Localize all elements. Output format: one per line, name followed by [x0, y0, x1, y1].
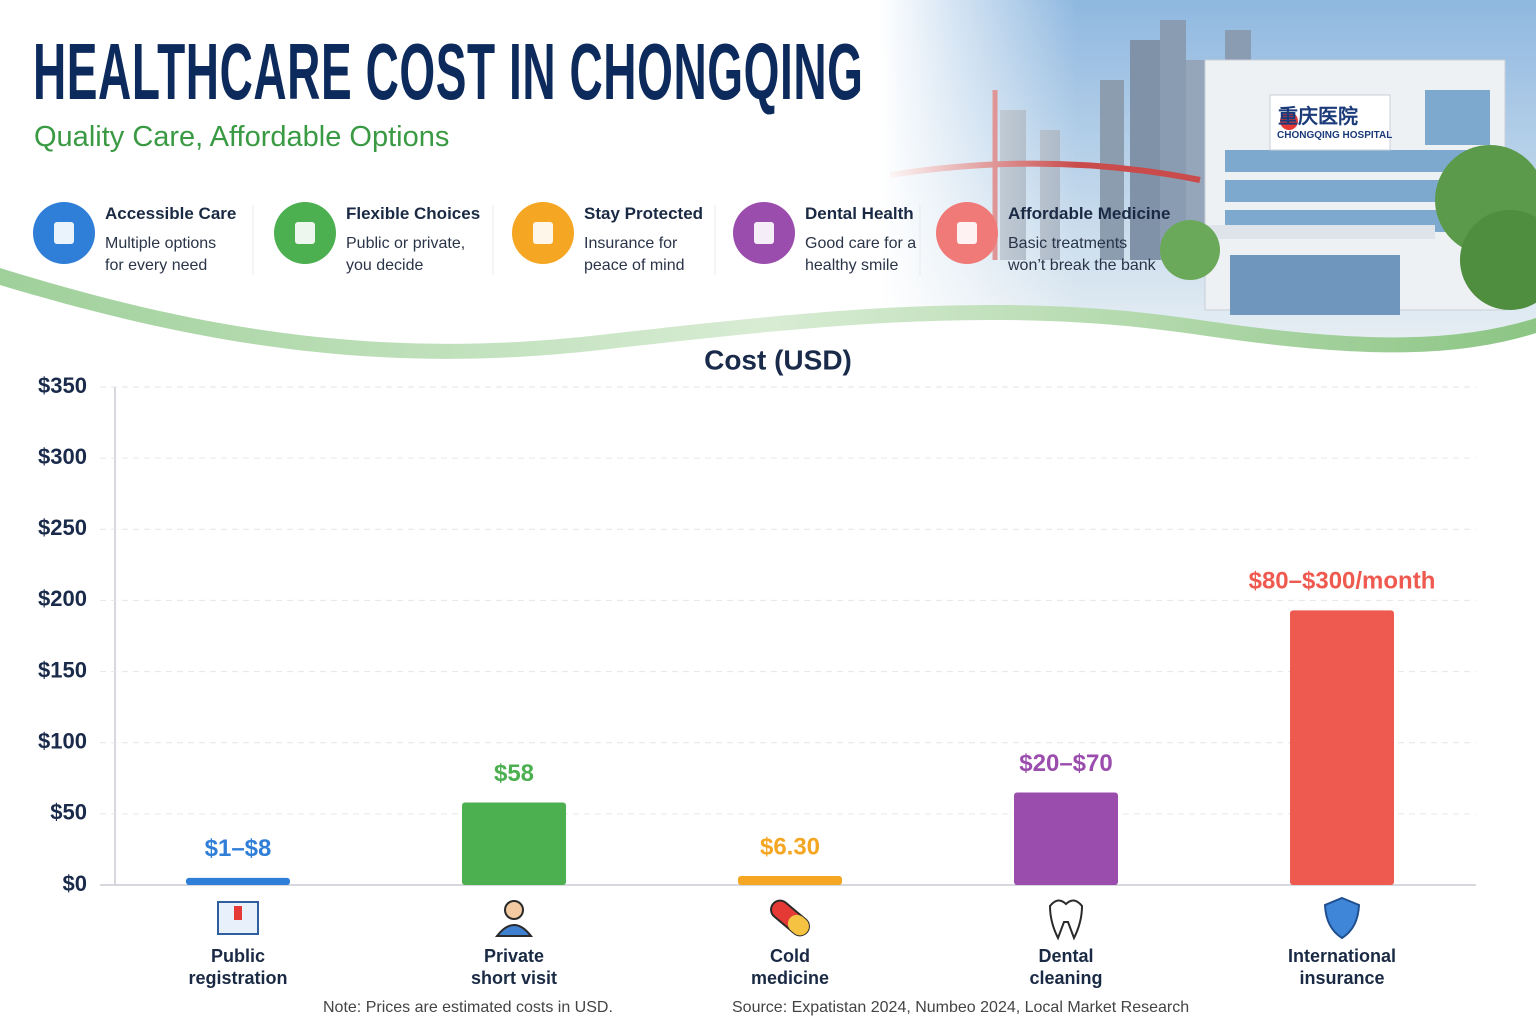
- x-tick-label: Cold medicine: [750, 946, 830, 988]
- x-tick-label: Public registration: [188, 946, 288, 988]
- category-icon: [787, 914, 809, 936]
- feature-text: healthy smile: [805, 257, 899, 274]
- feature-text: Public or private,: [346, 235, 466, 252]
- feature-icon-glyph: [533, 222, 553, 244]
- chart-title: Cost (USD): [704, 344, 852, 375]
- feature-icon-glyph: [54, 222, 74, 244]
- feature-text: won’t break the bank: [1008, 257, 1156, 274]
- value-label: $80–$300/month: [1249, 568, 1436, 595]
- feature-text: Good care for a: [805, 235, 917, 252]
- feature-icon-glyph: [754, 222, 774, 244]
- category-icon: [234, 906, 242, 920]
- bar: [1014, 792, 1118, 885]
- y-tick-label: $300: [38, 444, 87, 469]
- y-tick-label: $200: [38, 586, 87, 611]
- feature-text: for every need: [105, 257, 208, 274]
- bar: [738, 876, 842, 885]
- y-tick-label: $50: [50, 800, 87, 825]
- x-tick-label: Private short visit: [470, 946, 558, 988]
- title: HEALTHCARE COST IN CHONGQING: [33, 27, 864, 116]
- value-label: $58: [494, 760, 534, 787]
- y-tick-label: $0: [63, 871, 87, 896]
- city-illustration: [880, 0, 1536, 340]
- feature-title: Stay Protected: [584, 204, 704, 223]
- category-icon: [504, 900, 524, 920]
- feature-text: you decide: [346, 257, 424, 274]
- feature-title: Accessible Care: [105, 204, 237, 223]
- feature-text: peace of mind: [584, 257, 685, 274]
- bar: [186, 877, 290, 885]
- feature-title: Flexible Choices: [346, 204, 481, 223]
- y-tick-label: $150: [38, 657, 87, 682]
- value-label: $6.30: [760, 833, 820, 860]
- category-icon: [1048, 899, 1084, 941]
- hospital-sign: 重庆医院: [1278, 106, 1358, 128]
- bar: [462, 802, 566, 885]
- category-icon: [1323, 896, 1361, 940]
- hospital-sign-subtitle: CHONGQING HOSPITAL: [1277, 130, 1393, 141]
- x-tick-label: Dental cleaning: [1029, 946, 1103, 988]
- source: Source: Expatistan 2024, Numbeo 2024, Lo…: [732, 999, 1190, 1016]
- x-tick-label: International insurance: [1287, 946, 1396, 988]
- feature-icon-glyph: [295, 222, 315, 244]
- value-label: $20–$70: [1019, 750, 1112, 777]
- y-tick-label: $250: [38, 515, 87, 540]
- feature-text: Insurance for: [584, 235, 678, 252]
- y-tick-label: $100: [38, 729, 87, 754]
- feature-title: Dental Health: [805, 204, 914, 223]
- value-label: $1–$8: [205, 835, 272, 862]
- feature-text: Basic treatments: [1008, 235, 1128, 252]
- feature-text: Multiple options: [105, 235, 217, 252]
- feature-icon-glyph: [957, 222, 977, 244]
- feature-title: Affordable Medicine: [1008, 204, 1171, 223]
- subtitle: Quality Care, Affordable Options: [34, 121, 450, 153]
- y-tick-label: $350: [38, 373, 87, 398]
- bar: [1290, 610, 1394, 885]
- feature-dividers: [252, 205, 921, 275]
- category-icon: [494, 924, 534, 937]
- footnote: Note: Prices are estimated costs in USD.: [323, 999, 613, 1016]
